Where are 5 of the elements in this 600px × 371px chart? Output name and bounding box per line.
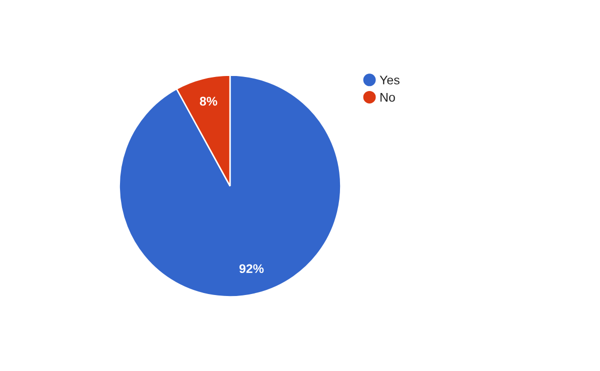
- data-label: 92%: [239, 264, 264, 274]
- legend-label: No: [380, 92, 395, 102]
- data-label: 8%: [200, 96, 218, 106]
- pie-slice: [118, 74, 342, 298]
- legend-label: Yes: [380, 76, 400, 84]
